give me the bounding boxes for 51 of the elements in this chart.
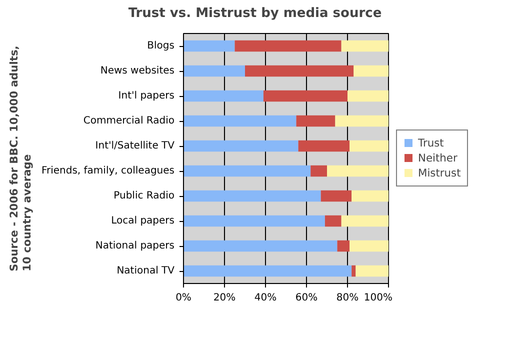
bar [184, 140, 298, 152]
y-tick-label: Int'l/Satellite TV [95, 140, 175, 152]
y-axis-title: Source - 2006 for BBC. 10,000 adults, 10 country average [8, 45, 34, 271]
bar [352, 190, 388, 202]
x-tick-label: 60% [295, 292, 318, 304]
bar [348, 90, 388, 102]
legend-label: Trust [418, 136, 444, 150]
bar [350, 240, 388, 252]
bar [184, 40, 235, 52]
y-tick-label: Commercial Radio [83, 115, 175, 126]
y-tick-label: National papers [95, 240, 175, 252]
y-tick-label: News websites [100, 65, 175, 76]
bar [341, 214, 388, 226]
bar [354, 64, 388, 76]
bar [327, 164, 388, 176]
y-tick-label: Int'l papers [118, 90, 175, 102]
y-tick-label: Blogs [147, 40, 175, 52]
x-tick-label: 40% [254, 292, 277, 304]
bar [234, 40, 342, 52]
bar [341, 40, 388, 52]
x-tick-label: 100% [364, 292, 393, 304]
chart-title: Trust vs. Mistrust by media source [128, 5, 382, 23]
x-tick-label: 0% [176, 292, 192, 304]
bar [337, 240, 350, 252]
bar [352, 264, 356, 276]
bar [350, 140, 388, 152]
bar [184, 240, 338, 252]
legend-label: Mistrust [418, 166, 461, 180]
bar [184, 264, 352, 276]
y-tick-label: Public Radio [114, 190, 174, 202]
bar [184, 214, 325, 226]
y-tick-label: National TV [116, 265, 175, 276]
bar [184, 90, 264, 102]
legend-label: Neither [418, 151, 458, 164]
x-tick-label: 80% [336, 292, 359, 304]
bar [184, 164, 311, 176]
bar [320, 190, 352, 202]
bar [184, 64, 245, 76]
bar [310, 164, 327, 176]
bar [335, 114, 388, 126]
y-tick-label: Local papers [111, 215, 175, 226]
y-tick-label: Friends, family, colleagues [41, 165, 175, 176]
bar [245, 64, 354, 76]
bar [324, 214, 342, 226]
bar [184, 114, 296, 126]
bar [263, 90, 348, 102]
x-tick-label: 20% [213, 292, 236, 304]
bar [184, 190, 321, 202]
bar [298, 140, 350, 152]
bar [356, 264, 388, 276]
bar [296, 114, 336, 126]
